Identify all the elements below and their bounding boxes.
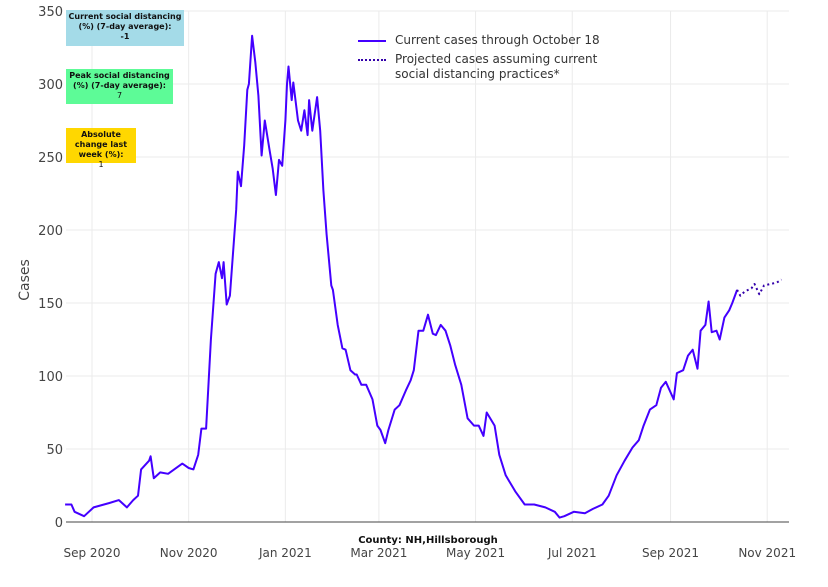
x-tick-label: Nov 2020	[160, 546, 218, 560]
box-value: 1	[98, 160, 104, 169]
legend-label: Projected cases assuming current social …	[395, 52, 598, 81]
y-tick-label: 100	[38, 370, 63, 385]
box-label: Current social distancing (%) (7-day ave…	[68, 12, 182, 31]
y-tick-label: 200	[38, 224, 63, 239]
legend-label: Current cases through October 18	[395, 33, 600, 47]
y-tick-label: 0	[55, 516, 63, 531]
projected-cases-line	[736, 278, 783, 297]
x-tick-label: Sep 2020	[64, 546, 121, 560]
peak-social-distancing-box: Peak social distancing (%) (7-day averag…	[66, 69, 173, 104]
y-tick-label: 300	[38, 78, 63, 93]
x-tick-label: May 2021	[446, 546, 505, 560]
y-tick-label: 350	[38, 5, 63, 20]
y-tick-label: 150	[38, 297, 63, 312]
box-label: Absolute change last week (%):	[74, 130, 128, 159]
legend-swatch-solid	[358, 40, 386, 42]
legend-swatch-dotted	[358, 59, 386, 61]
x-tick-label: Jan 2021	[258, 546, 312, 560]
y-tick-label: 50	[46, 443, 63, 458]
legend-item-projected[interactable]: Projected cases assuming current social …	[358, 52, 625, 82]
x-tick-label: Mar 2021	[350, 546, 407, 560]
y-axis-title: Cases	[17, 259, 33, 301]
box-value: 7	[116, 91, 123, 100]
absolute-change-box: Absolute change last week (%): 1	[66, 128, 136, 169]
y-tick-label: 250	[38, 151, 63, 166]
current-social-distancing-box: Current social distancing (%) (7-day ave…	[66, 10, 184, 46]
legend: Current cases through October 18 Project…	[358, 33, 625, 86]
box-label: Peak social distancing (%) (7-day averag…	[69, 71, 170, 90]
x-axis-title: County: NH,Hillsborough	[358, 535, 498, 546]
x-tick-label: Sep 2021	[642, 546, 699, 560]
x-tick-label: Jul 2021	[547, 546, 597, 560]
box-value: -1	[120, 32, 130, 41]
current-cases-line	[65, 34, 739, 519]
legend-item-current[interactable]: Current cases through October 18	[358, 33, 625, 48]
x-tick-label: Nov 2021	[738, 546, 796, 560]
